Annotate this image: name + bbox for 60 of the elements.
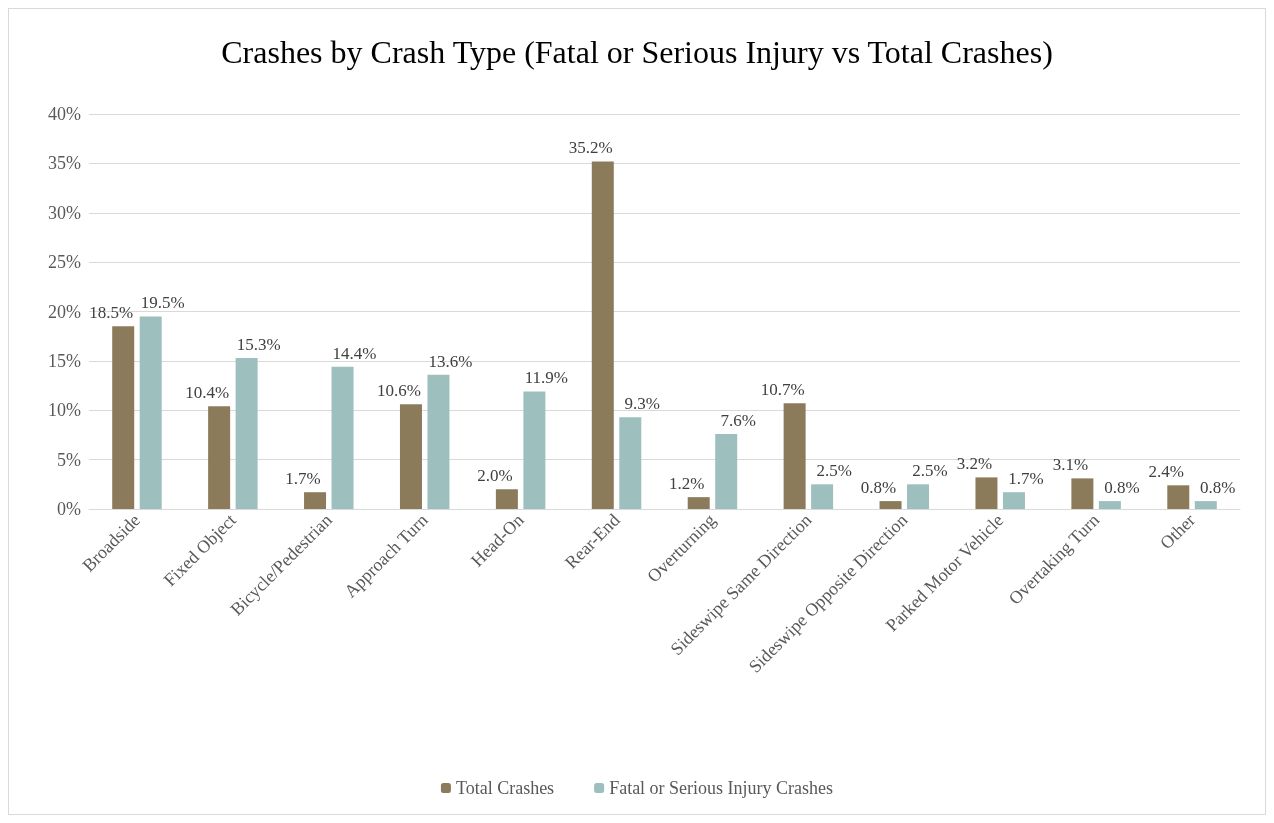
data-label: 0.8%: [1200, 478, 1236, 498]
bar: [811, 484, 834, 509]
bar: [1167, 485, 1190, 509]
bar: [523, 391, 546, 509]
bar: [687, 497, 710, 509]
bar: [1194, 501, 1217, 509]
y-tick-label: 25%: [48, 252, 81, 273]
data-label: 18.5%: [89, 303, 134, 323]
data-label: 35.2%: [568, 138, 613, 158]
bar: [1071, 478, 1094, 509]
y-tick-label: 10%: [48, 400, 81, 421]
data-label: 3.2%: [956, 454, 993, 474]
bar: [139, 316, 162, 509]
y-tick-label: 20%: [48, 301, 81, 322]
data-label: 1.2%: [669, 474, 705, 494]
data-label: 3.1%: [1052, 455, 1089, 475]
data-label: 10.6%: [377, 381, 421, 401]
bar: [235, 357, 258, 509]
bar: [591, 161, 614, 509]
bar: [1002, 492, 1025, 509]
bar: [399, 404, 422, 509]
data-label: 10.7%: [760, 380, 805, 400]
y-tick-label: 5%: [57, 449, 81, 470]
data-label: 1.7%: [285, 469, 321, 489]
data-label: 14.4%: [332, 343, 377, 363]
data-label: 2.5%: [912, 461, 948, 481]
data-label: 2.5%: [816, 461, 852, 481]
bar: [112, 326, 135, 509]
data-label: 9.3%: [624, 394, 660, 414]
data-label: 0.8%: [1104, 478, 1140, 498]
bar: [495, 489, 518, 509]
bar: [907, 484, 930, 509]
legend-label: Total Crashes: [455, 778, 555, 798]
bar: [427, 374, 450, 509]
y-tick-label: 0%: [57, 499, 81, 519]
legend-label: Fatal or Serious Injury Crashes: [609, 778, 834, 798]
chart-title: Crashes by Crash Type (Fatal or Serious Injury vs Total Crashes): [221, 34, 1053, 70]
data-label: 10.4%: [185, 383, 230, 403]
data-label: 7.6%: [720, 410, 756, 430]
y-tick-label: 35%: [48, 153, 81, 174]
data-label: 13.6%: [428, 351, 473, 371]
bar: [975, 477, 998, 509]
data-label: 2.4%: [1148, 462, 1184, 482]
bar: [331, 366, 354, 509]
y-tick-label: 30%: [48, 202, 81, 223]
data-label: 19.5%: [140, 293, 185, 313]
bar: [1098, 501, 1121, 509]
bar: [715, 433, 738, 509]
bar: [783, 403, 806, 509]
bar: [208, 406, 231, 509]
data-label: 0.8%: [860, 478, 897, 498]
data-label: 1.7%: [1008, 469, 1044, 489]
data-label: 15.3%: [236, 334, 281, 354]
bar: [619, 417, 642, 509]
y-tick-label: 40%: [48, 104, 81, 124]
bar: [304, 492, 327, 509]
y-tick-label: 15%: [48, 350, 81, 371]
data-label: 11.9%: [524, 368, 569, 388]
bar: [879, 501, 902, 509]
data-label: 2.0%: [477, 466, 513, 486]
